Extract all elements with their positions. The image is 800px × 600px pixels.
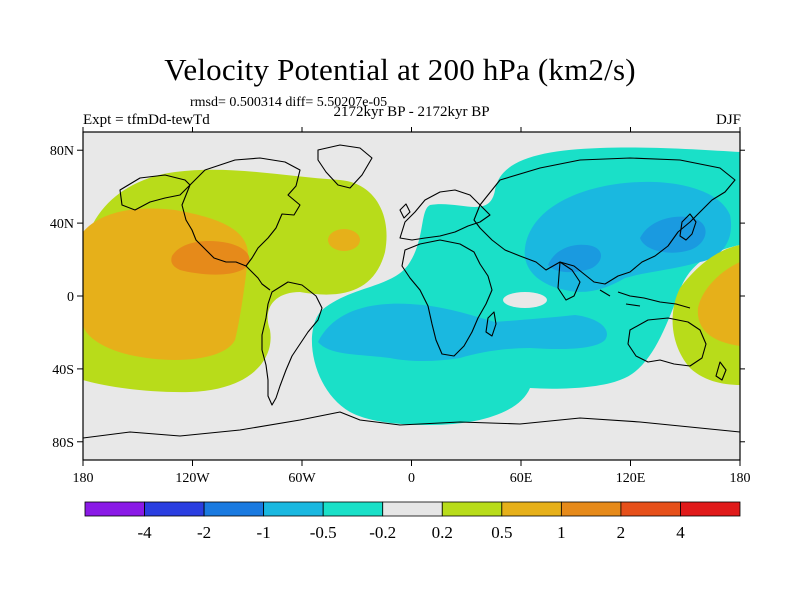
y-tick-label: 40S [52,363,74,378]
contour-region-west-pacific-orange [697,262,740,346]
colorbar: -4 -2 -1 -0.5 -0.2 0.2 0.5 1 2 4 [84,501,741,542]
coast-greenland [317,144,373,189]
coast-alaska [119,174,191,211]
coast-indonesia [599,289,691,309]
contour-region-atlantic-orange [328,229,360,251]
colorbar-level-label: 2 [617,523,626,542]
coast-japan [679,213,697,241]
colorbar-swatch [501,501,562,517]
colorbar-swatch [84,501,145,517]
contour-region-americas-orange [83,208,249,360]
coast-north-america [181,157,301,267]
colorbar-level-label: 4 [676,523,685,542]
x-tick-label: 60W [288,471,316,486]
season-label: DJF [715,112,741,128]
coast-central-america [245,265,271,291]
colorbar-swatch [382,501,443,517]
coast-australia [627,317,707,367]
colorbar-swatch [203,501,265,517]
coastlines [83,144,740,439]
y-tick-label: 0 [67,290,74,305]
x-tick-label: 120W [175,471,210,486]
colorbar-swatch [441,501,503,517]
chart-title: Velocity Potential at 200 hPa (km2/s) [164,52,636,87]
colorbar-swatch [560,501,622,517]
colorbar-level-label: -2 [197,523,211,542]
colorbar-level-label: 0.2 [432,523,453,542]
contour-region-indian-blue [318,303,607,361]
colorbar-level-label: -0.5 [310,523,337,542]
contour-fills [83,144,740,439]
map-panel: 180 120W 60W 0 60E 120E 180 80N 40N 0 40S 80S [50,127,751,486]
x-tick-label: 180 [730,471,751,486]
coast-new-zealand [715,361,727,381]
colorbar-level-label: 1 [557,523,566,542]
colorbar-swatch [263,501,324,517]
colorbar-level-label: -4 [137,523,152,542]
coast-antarctica [83,411,740,439]
contour-gap-indian [503,292,547,308]
colorbar-swatch [144,501,205,517]
colorbar-level-label: 0.5 [491,523,512,542]
y-tick-label: 80N [50,144,74,159]
y-tick-label: 40N [50,217,74,232]
x-tick-label: 60E [510,471,533,486]
axis-ticks: 180 120W 60W 0 60E 120E 180 80N 40N 0 40S 80S [50,127,751,486]
coast-south-america [261,281,323,406]
contour-region-asia-core-2 [640,216,706,253]
x-tick-label: 180 [73,471,94,486]
stats-label: rmsd= 0.500314 diff= 5.50207e-05 [190,95,388,110]
contour-region-central-america-max [171,240,250,275]
x-tick-label: 120E [616,471,646,486]
x-tick-label: 0 [408,471,415,486]
y-tick-label: 80S [52,436,74,451]
colorbar-level-label: -1 [257,523,271,542]
colorbar-level-label: -0.2 [369,523,396,542]
coast-uk [399,203,411,219]
colorbar-swatch [620,501,681,517]
coast-madagascar [485,311,497,337]
coast-asia [473,157,736,285]
colorbar-swatch [680,501,741,517]
colorbar-swatch [322,501,384,517]
coast-india [557,261,581,301]
coast-africa [401,239,493,357]
period-label: 2172kyr BP - 2172kyr BP [333,104,490,120]
coast-europe [399,189,491,241]
contour-region-asia-core-1 [548,244,602,273]
experiment-label: Expt = tfmDd-tewTd [83,112,210,128]
